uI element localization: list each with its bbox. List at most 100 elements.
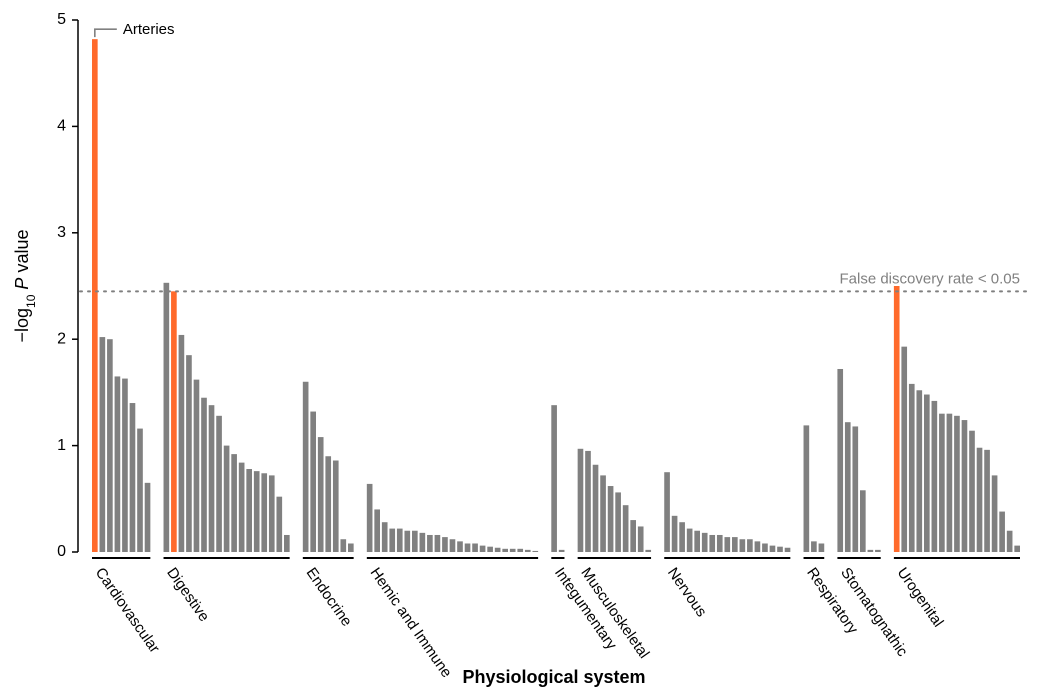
y-tick-label: 3 (57, 224, 66, 241)
annotation-bracket (95, 29, 117, 37)
bar (269, 475, 275, 552)
bar (969, 431, 975, 552)
bar (687, 529, 693, 552)
bar (694, 531, 700, 552)
bar (679, 522, 685, 552)
bar (672, 516, 678, 552)
bar (348, 543, 354, 552)
bar (664, 472, 670, 552)
bar (487, 547, 493, 552)
bar (947, 414, 953, 552)
bar (804, 425, 810, 552)
bar (717, 535, 723, 552)
bar (397, 529, 403, 552)
y-tick-label: 2 (57, 330, 66, 347)
bar (532, 551, 538, 552)
bar (954, 416, 960, 552)
bar (107, 339, 113, 552)
bar (630, 520, 636, 552)
bar (962, 420, 968, 552)
bar (325, 456, 331, 552)
bar (551, 405, 557, 552)
bar (303, 382, 309, 552)
y-tick-label: 4 (57, 118, 66, 135)
bar (585, 451, 591, 552)
bar (261, 473, 267, 552)
bar (224, 446, 230, 552)
bar (340, 539, 346, 552)
bar (164, 283, 170, 552)
bar (276, 497, 282, 552)
bar (740, 539, 746, 552)
bar (645, 550, 651, 552)
bar (171, 291, 177, 552)
bar (593, 465, 599, 552)
bar (615, 492, 621, 552)
bar (811, 541, 817, 552)
bar (495, 548, 501, 552)
bar (194, 380, 200, 552)
bar (939, 414, 945, 552)
bar (578, 449, 584, 552)
bar (284, 535, 290, 552)
bar (130, 403, 136, 552)
bar (984, 450, 990, 552)
bar (623, 505, 629, 552)
category-label: Hemic and Immune (367, 565, 456, 681)
bar (450, 539, 456, 552)
bar (845, 422, 851, 552)
bar (382, 522, 388, 552)
bar (875, 550, 881, 552)
bar (992, 475, 998, 552)
bar (755, 541, 761, 552)
bar (525, 550, 531, 552)
category-label: Endocrine (303, 565, 356, 630)
svg-text:−log10 P value: −log10 P value (12, 230, 38, 343)
bar (254, 471, 260, 552)
bar (442, 537, 448, 552)
bar (709, 535, 715, 552)
bar (608, 486, 614, 552)
bar (868, 550, 874, 552)
bar (404, 531, 410, 552)
bar (201, 398, 207, 552)
bar (115, 376, 121, 552)
bar (333, 460, 339, 552)
bar (510, 549, 516, 552)
bar (209, 405, 215, 552)
bar (310, 412, 316, 552)
bar (420, 533, 426, 552)
bar (92, 39, 98, 552)
bar (837, 369, 843, 552)
bar (186, 355, 192, 552)
bar (427, 535, 433, 552)
bar (747, 539, 753, 552)
chart-container: 012345−log10 P valueFalse discovery rate… (0, 0, 1050, 697)
y-axis-label: −log10 P value (12, 230, 38, 343)
bar (924, 395, 930, 552)
bar (724, 537, 730, 552)
bar (231, 454, 237, 552)
bar (216, 416, 222, 552)
bar (480, 546, 486, 552)
bar (122, 379, 128, 552)
category-label: Nervous (664, 565, 710, 621)
bar (785, 548, 791, 552)
bar (318, 437, 324, 552)
bar (600, 475, 606, 552)
bar (819, 543, 825, 552)
bar (732, 537, 738, 552)
bar (137, 429, 143, 552)
fdr-label: False discovery rate < 0.05 (839, 270, 1020, 287)
bar (502, 549, 508, 552)
bar (179, 335, 185, 552)
bar (638, 526, 644, 552)
annotation-label: Arteries (123, 21, 175, 38)
bar (999, 512, 1005, 552)
bar (932, 401, 938, 552)
bar (412, 531, 418, 552)
bar (517, 549, 523, 552)
bar (1014, 546, 1020, 552)
bar-chart: 012345−log10 P valueFalse discovery rate… (0, 0, 1050, 697)
y-tick-label: 0 (57, 543, 66, 560)
